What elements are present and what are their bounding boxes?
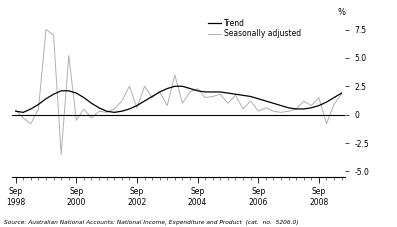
Legend: Trend, Seasonally adjusted: Trend, Seasonally adjusted [208,19,302,38]
Text: Source: Australian National Accounts: National Income, Expenditure and Product  : Source: Australian National Accounts: Na… [4,220,299,225]
Text: %: % [337,7,345,17]
